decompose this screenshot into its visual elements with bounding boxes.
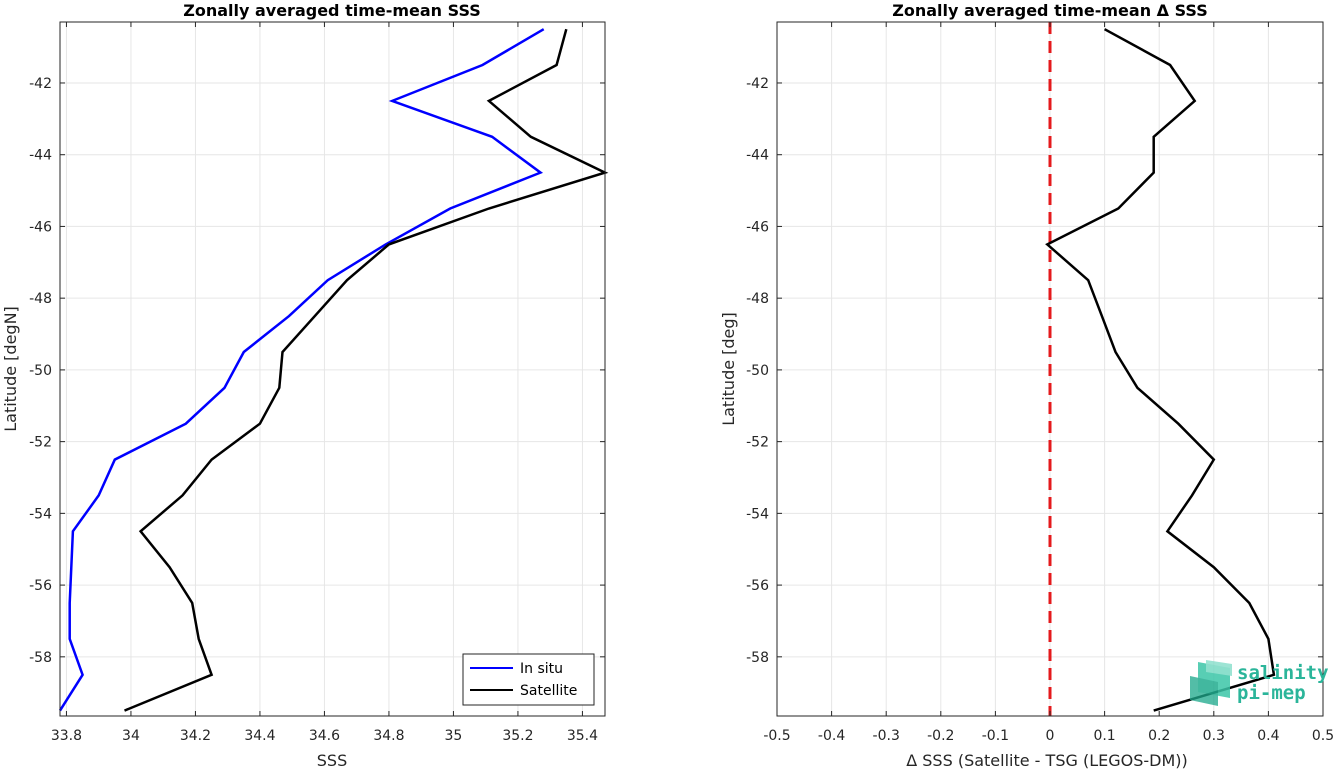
legend-satellite-label: Satellite [520,683,577,699]
sss-x-tick-label: 34.2 [180,728,211,744]
logo-mark-icon [1190,660,1232,706]
sss-y-tick-label: -50 [29,363,52,379]
delta-sss-series-line-0 [1045,28,1276,712]
sss-x-tick-label: 35.2 [502,728,533,744]
sss-y-tick-label: -54 [29,506,52,522]
delta-sss-y-tick-label: -44 [746,148,769,164]
sss-series [58,28,609,712]
legend-box [462,653,595,706]
delta-sss-y-tick-label: -56 [746,578,769,594]
sss-x-tick-label: 34.6 [309,728,340,744]
delta-sss-x-tick-label: 0 [1046,728,1055,744]
delta-sss-y-axis-label: Latitude [deg] [719,312,738,426]
logo-line1: salinity [1237,662,1329,684]
delta-sss-x-tick-label: 0.1 [1093,728,1115,744]
sss-panel-title: Zonally averaged time-mean SSS [183,1,481,20]
sss-x-tick-label: 35 [445,728,463,744]
delta-sss-ticks: -0.5 -0.4 -0.3 -0.2 -0.1 0 0.1 0.2 0.3 0.4 0.5 -42 -… [746,22,1334,744]
delta-sss-x-tick-label: 0.4 [1257,728,1279,744]
sss-x-tick-label: 34.8 [373,728,404,744]
delta-sss-y-tick-label: -50 [746,363,769,379]
legend: In situ Satellite [462,653,595,706]
sss-x-tick-label: 34.4 [244,728,275,744]
delta-sss-x-tick-label: -0.2 [927,728,954,744]
delta-sss-y-tick-label: -58 [746,650,769,666]
sss-x-tick-label: 35.4 [567,728,598,744]
delta-sss-x-axis-label: Δ SSS (Satellite - TSG (LEGOS-DM)) [906,751,1188,769]
sss-y-tick-label: -48 [29,291,52,307]
sss-x-axis-label: SSS [317,751,347,769]
delta-sss-x-tick-label: 0.5 [1312,728,1334,744]
delta-sss-x-tick-label: -0.5 [763,728,790,744]
delta-sss-y-tick-label: -54 [746,506,769,522]
delta-sss-x-tick-label: 0.3 [1203,728,1225,744]
delta-sss-y-tick-label: -42 [746,76,769,92]
delta-sss-panel: Zonally averaged time-mean Δ SSS -0.5 -0.… [719,1,1334,769]
sss-panel: Zonally averaged time-mean SSS 33.8 34 34.… [1,1,609,769]
delta-sss-x-tick-label: 0.2 [1148,728,1170,744]
sss-y-tick-label: -44 [29,148,52,164]
delta-sss-x-tick-label: -0.4 [818,728,845,744]
delta-sss-y-tick-label: -48 [746,291,769,307]
sss-y-tick-label: -42 [29,76,52,92]
logo-line2: pi-mep [1237,682,1306,704]
sss-axes-box [59,21,606,717]
delta-sss-series [1045,28,1276,712]
delta-sss-x-tick-label: -0.1 [982,728,1009,744]
sss-y-axis-label: Latitude [degN] [1,306,20,432]
sss-y-tick-label: -46 [29,219,52,235]
sss-x-tick-label: 34 [122,728,140,744]
delta-sss-y-tick-label: -46 [746,219,769,235]
delta-sss-x-tick-label: -0.3 [873,728,900,744]
legend-in-situ-label: In situ [520,661,563,677]
sss-series-line-satellite [124,28,609,712]
delta-sss-y-tick-label: -52 [746,435,769,451]
salinity-pi-mep-logo: salinity pi-mep [1190,660,1329,706]
sss-y-tick-label: -58 [29,650,52,666]
sss-grid [60,22,605,716]
sss-y-tick-label: -56 [29,578,52,594]
sss-x-tick-label: 33.8 [51,728,82,744]
delta-sss-panel-title: Zonally averaged time-mean Δ SSS [892,1,1208,20]
sss-series-line-in-situ [58,28,545,712]
sss-y-tick-label: -52 [29,435,52,451]
sss-ticks: 33.8 34 34.2 34.4 34.6 34.8 35 35.2 35.4 -42 -44 -4… [29,22,605,744]
